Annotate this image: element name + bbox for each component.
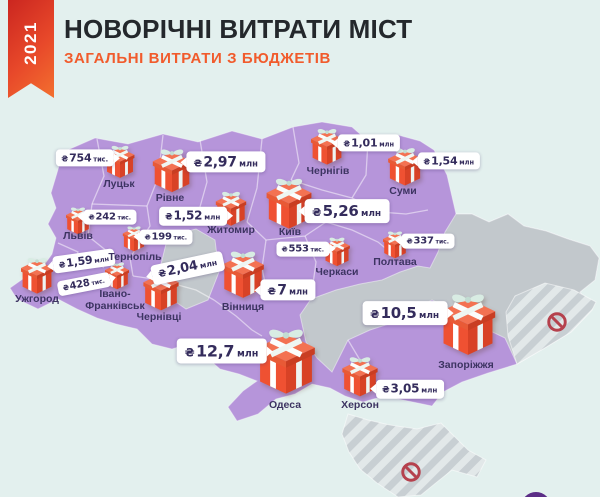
currency-symbol: ₴ <box>267 285 277 297</box>
city-name: Запоріжжя <box>438 359 494 371</box>
amount-value: 1,59 <box>65 253 94 270</box>
amount-unit: тис. <box>310 246 325 254</box>
city-name: Суми <box>389 185 417 197</box>
currency-symbol: ₴ <box>193 157 203 169</box>
amount-value: 2,97 <box>203 153 237 170</box>
logo-fragment <box>521 492 551 497</box>
city-name: Житомир <box>207 224 255 236</box>
amount-unit: млн <box>93 254 110 265</box>
city-name: Чернівці <box>136 311 182 323</box>
price-tag: ₴242 тис. <box>77 209 137 225</box>
price-tag: ₴5,26 млн <box>298 199 390 223</box>
year-ribbon: 2021 <box>8 0 54 98</box>
price-tag: ₴199 тис. <box>133 229 193 245</box>
amount-value: 199 <box>151 231 172 243</box>
amount-value: 10,5 <box>380 303 417 322</box>
currency-symbol: ₴ <box>184 345 195 360</box>
city-name: Львів <box>63 230 93 242</box>
city-name: Вінниця <box>221 301 265 313</box>
amount-value: 553 <box>288 243 309 255</box>
price-tag: ₴1,01 млн <box>331 134 401 152</box>
currency-symbol: ₴ <box>382 385 390 396</box>
city-name: Полтава <box>373 256 417 268</box>
map-region-striped-crimea <box>341 413 487 497</box>
amount-value: 1,01 <box>351 136 378 150</box>
amount-value: 2,04 <box>165 258 200 280</box>
city-name: Ужгород <box>15 293 59 305</box>
amount-unit: тис. <box>93 155 109 164</box>
price-tag: ₴2,97 млн <box>180 151 266 173</box>
map-region-striped-east <box>505 282 597 365</box>
city-name: Херсон <box>341 399 379 411</box>
amount-unit: тис. <box>90 277 106 287</box>
page-subtitle: ЗАГАЛЬНІ ВИТРАТИ З БЮДЖЕТІВ <box>64 50 331 68</box>
city-name: Рівне <box>155 192 185 204</box>
amount-value: 5,26 <box>322 201 359 220</box>
city-name: Черкаси <box>315 266 359 278</box>
amount-unit: млн <box>418 310 440 321</box>
city-name: Одеса <box>268 399 302 411</box>
amount-value: 1,54 <box>431 154 458 168</box>
amount-value: 3,05 <box>390 381 420 396</box>
amount-value: 242 <box>95 211 116 223</box>
no-entry-icon <box>401 462 421 482</box>
amount-unit: млн <box>236 348 259 360</box>
header: НОВОРІЧНІ ВИТРАТИ МІСТ ЗАГАЛЬНІ ВИТРАТИ … <box>64 14 413 68</box>
price-tag: ₴7 млн <box>254 279 316 301</box>
currency-symbol: ₴ <box>343 139 351 149</box>
amount-value: 337 <box>413 235 434 247</box>
currency-symbol: ₴ <box>370 307 380 321</box>
currency-symbol: ₴ <box>281 244 288 254</box>
amount-unit: тис. <box>117 214 132 222</box>
price-tag: ₴1,52 млн <box>159 206 233 226</box>
city-name: Тернопіль <box>108 251 162 263</box>
no-entry-icon <box>547 312 567 332</box>
price-tag: ₴1,54 млн <box>411 152 481 170</box>
currency-symbol: ₴ <box>61 154 69 164</box>
amount-unit: млн <box>239 157 258 168</box>
price-tag: ₴754 тис. <box>55 149 121 167</box>
amount-unit: млн <box>421 385 438 395</box>
amount-unit: млн <box>204 212 221 222</box>
year-label: 2021 <box>20 21 40 65</box>
price-tag: ₴12,7 млн <box>176 338 274 364</box>
city-name: Луцьк <box>103 178 135 190</box>
currency-symbol: ₴ <box>423 157 431 167</box>
amount-unit: млн <box>379 140 395 149</box>
currency-symbol: ₴ <box>312 205 322 219</box>
city-name: Чернігів <box>306 165 350 177</box>
amount-unit: млн <box>289 285 308 296</box>
amount-value: 1,52 <box>173 208 203 223</box>
currency-symbol: ₴ <box>144 232 151 242</box>
amount-value: 754 <box>69 151 92 165</box>
price-tag: ₴553 тис. <box>276 241 336 257</box>
amount-unit: тис. <box>173 234 188 242</box>
amount-unit: млн <box>360 208 382 219</box>
currency-symbol: ₴ <box>165 212 173 223</box>
amount-unit: тис. <box>435 238 450 246</box>
price-tag: ₴3,05 млн <box>370 379 444 399</box>
currency-symbol: ₴ <box>88 212 95 222</box>
city-name: Київ <box>278 226 302 238</box>
amount-value: 12,7 <box>196 341 235 361</box>
price-tag: ₴337 тис. <box>395 233 455 249</box>
amount-unit: млн <box>459 158 475 167</box>
page-title: НОВОРІЧНІ ВИТРАТИ МІСТ <box>64 14 413 44</box>
city-name: Івано-Франківськ <box>85 288 145 312</box>
currency-symbol: ₴ <box>406 236 413 246</box>
price-tag: ₴10,5 млн <box>362 301 454 325</box>
amount-unit: млн <box>199 258 219 271</box>
amount-value: 7 <box>277 281 287 298</box>
